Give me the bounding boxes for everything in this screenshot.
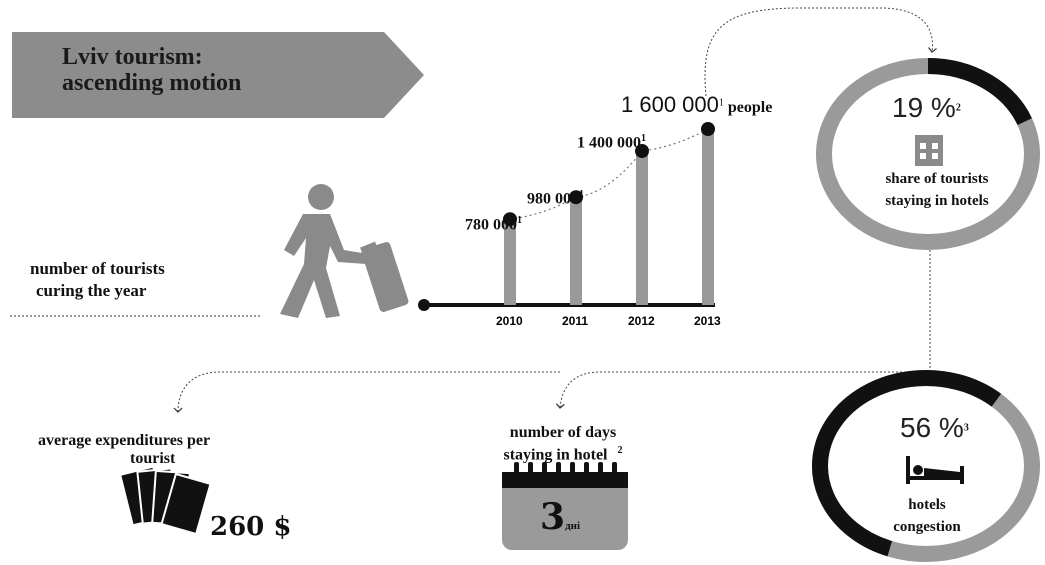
value-label-2012: 1 400 0001 xyxy=(577,133,646,152)
bar-dot-2012 xyxy=(635,144,649,158)
tourists-label: number of tourists curing the year xyxy=(30,258,165,302)
trend-line xyxy=(509,128,709,220)
title-line2: ascending motion xyxy=(62,70,242,96)
tourists-label-line1: number of tourists xyxy=(30,259,165,278)
year-label-2010: 2010 xyxy=(496,314,523,328)
bar-dot-2013 xyxy=(701,122,715,136)
hotel-share-caption-line1: share of tourists xyxy=(885,171,989,187)
year-label-2013: 2013 xyxy=(694,314,721,328)
hotel-share-caption-line2: staying in hotels xyxy=(885,193,989,209)
title-line1: Lviv tourism: xyxy=(62,44,203,70)
bar-2012 xyxy=(636,151,648,305)
traveler-icon xyxy=(280,184,409,318)
tourists-label-line2: curing the year xyxy=(36,281,147,300)
bar-2010 xyxy=(504,219,516,305)
bar-dot-2010 xyxy=(503,212,517,227)
congestion-caption: hotels congestion xyxy=(852,494,1002,538)
days-value: 3дні xyxy=(540,496,581,538)
expenditures-caption-line2: tourist xyxy=(130,450,176,467)
value-label-2011: 980 0001 xyxy=(527,189,584,208)
year-label-2011: 2011 xyxy=(562,314,588,328)
value-label-2010: 780 0001 xyxy=(465,215,522,234)
hotel-share-ring xyxy=(816,58,1040,250)
bar-2013 xyxy=(702,129,714,305)
chart-origin-dot xyxy=(418,299,430,311)
tourists-dotted-line xyxy=(10,315,262,317)
congestion-percent: 56 %3 xyxy=(900,412,969,443)
congestion-ring xyxy=(812,370,1040,562)
title-banner xyxy=(12,32,424,118)
bed-icon xyxy=(906,456,964,484)
money-cards-icon xyxy=(119,465,212,536)
bar-2011 xyxy=(570,197,582,305)
year-label-2012: 2012 xyxy=(628,314,655,328)
expenditures-caption-line1: average expenditures per xyxy=(38,432,211,449)
tourists-bar-chart: 2010 2011 2012 2013 xyxy=(418,122,721,328)
hotel-share-caption: share of tourists staying in hotels xyxy=(842,168,1032,212)
congestion-caption-line2: congestion xyxy=(893,519,961,535)
days-caption: number of days staying in hotel 2 xyxy=(488,424,638,464)
value-label-2013: 1 600 0001 people xyxy=(621,92,773,117)
days-caption-line1: number of days xyxy=(509,424,617,441)
calendar-icon xyxy=(502,462,628,550)
people-unit: people xyxy=(727,99,773,116)
days-caption-line2: staying in hotel 2 xyxy=(503,445,623,464)
hotel-building-icon xyxy=(915,135,943,166)
expenditure-amount: 260 $ xyxy=(210,512,292,542)
expenditures-caption: average expenditures per tourist xyxy=(38,432,210,468)
bar-dot-2011 xyxy=(569,190,583,205)
title: Lviv tourism: ascending motion xyxy=(62,44,241,96)
congestion-caption-line1: hotels xyxy=(908,497,946,513)
hotel-share-percent: 19 %2 xyxy=(892,92,961,123)
